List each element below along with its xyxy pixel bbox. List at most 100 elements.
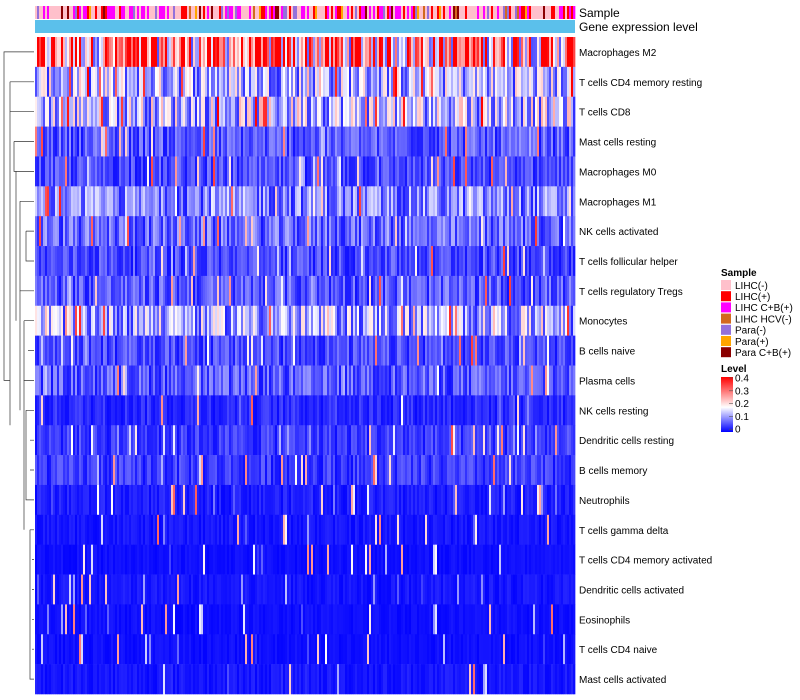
heatmap-cell — [503, 514, 506, 545]
heatmap-cell — [357, 365, 360, 396]
heatmap-cell — [359, 514, 362, 545]
heatmap-cell — [507, 305, 510, 336]
sample-annotation-cell — [393, 6, 396, 19]
heatmap-cell — [185, 425, 188, 456]
heatmap-cell — [321, 126, 324, 157]
heatmap-cell — [317, 186, 320, 217]
heatmap-cell — [529, 186, 532, 217]
heatmap-cell — [535, 186, 538, 217]
heatmap-cell — [209, 96, 212, 127]
heatmap-cell — [97, 156, 100, 187]
heatmap-cell — [311, 365, 314, 396]
heatmap-cell — [503, 126, 506, 157]
heatmap-cell — [297, 216, 300, 247]
heatmap-cell — [123, 425, 126, 456]
heatmap-cell — [349, 156, 352, 187]
heatmap-cell — [369, 216, 372, 247]
heatmap-cell — [195, 335, 198, 366]
heatmap-cell — [239, 37, 242, 68]
heatmap-cell — [311, 395, 314, 426]
heatmap-cell — [271, 37, 274, 68]
heatmap-cell — [85, 425, 88, 456]
heatmap-cell — [211, 305, 214, 336]
heatmap-cell — [91, 216, 94, 247]
heatmap-cell — [539, 514, 542, 545]
heatmap-cell — [365, 66, 368, 98]
heatmap-cell — [265, 484, 268, 516]
heatmap-cell — [79, 425, 82, 456]
heatmap-cell — [381, 96, 384, 127]
heatmap-cell — [291, 395, 294, 426]
heatmap-cell — [129, 37, 132, 68]
heatmap-cell — [157, 514, 160, 545]
heatmap-cell — [377, 514, 380, 545]
heatmap-cell — [563, 96, 566, 127]
heatmap-cell — [569, 305, 572, 336]
heatmap-cell — [393, 37, 396, 68]
heatmap-cell — [195, 365, 198, 396]
heatmap-cell — [559, 186, 562, 217]
heatmap-cell — [391, 395, 394, 426]
heatmap-cell — [109, 455, 112, 486]
heatmap-cell — [99, 275, 102, 307]
heatmap-cell — [215, 156, 218, 187]
heatmap-cell — [447, 514, 450, 545]
heatmap-cell — [495, 395, 498, 426]
heatmap-cell — [439, 216, 442, 247]
heatmap-cell — [283, 186, 286, 217]
heatmap-cell — [139, 335, 142, 366]
heatmap-cell — [227, 37, 230, 68]
heatmap-cell — [513, 455, 516, 486]
heatmap-cell — [451, 455, 454, 486]
heatmap-cell — [39, 544, 42, 575]
heatmap-cell — [161, 425, 164, 456]
heatmap-cell — [247, 425, 250, 456]
heatmap-cell — [59, 186, 62, 217]
heatmap-cell — [225, 365, 228, 396]
heatmap-cell — [537, 335, 540, 366]
heatmap-cell — [143, 305, 146, 336]
heatmap-cell — [565, 395, 568, 426]
heatmap-cell — [359, 156, 362, 187]
heatmap-cell — [225, 484, 228, 516]
heatmap-cell — [143, 455, 146, 486]
heatmap-cell — [487, 66, 490, 98]
heatmap-cell — [237, 66, 240, 98]
heatmap-cell — [47, 395, 50, 426]
heatmap-cell — [181, 186, 184, 217]
sample-annotation-cell — [63, 6, 66, 19]
heatmap-cell — [557, 186, 560, 217]
heatmap-cell — [201, 275, 204, 307]
heatmap-cell — [565, 246, 568, 277]
heatmap-cell — [41, 455, 44, 486]
heatmap-cell — [251, 37, 254, 68]
heatmap-cell — [371, 216, 374, 247]
heatmap-cell — [257, 365, 260, 396]
heatmap-cell — [461, 246, 464, 277]
heatmap-cell — [73, 335, 76, 366]
sample-annotation-cell — [171, 6, 174, 19]
heatmap-cell — [85, 156, 88, 187]
heatmap-cell — [325, 335, 328, 366]
heatmap-cell — [313, 246, 316, 277]
heatmap-cell — [203, 365, 206, 396]
heatmap-cell — [547, 395, 550, 426]
heatmap-cell — [427, 96, 430, 127]
heatmap-cell — [223, 246, 226, 277]
heatmap-cell — [445, 514, 448, 545]
heatmap-cell — [457, 275, 460, 307]
heatmap-cell — [533, 484, 536, 516]
heatmap-cell — [551, 455, 554, 486]
heatmap-cell — [163, 96, 166, 127]
heatmap-cell — [237, 37, 240, 68]
heatmap-cell — [517, 66, 520, 98]
heatmap-cell — [135, 246, 138, 277]
heatmap-cell — [495, 425, 498, 456]
heatmap-cell — [55, 37, 58, 68]
heatmap-cell — [501, 126, 504, 157]
heatmap-cell — [291, 514, 294, 545]
heatmap-cell — [243, 514, 246, 545]
heatmap-cell — [519, 395, 522, 426]
heatmap-cell — [525, 365, 528, 396]
heatmap-cell — [63, 425, 66, 456]
